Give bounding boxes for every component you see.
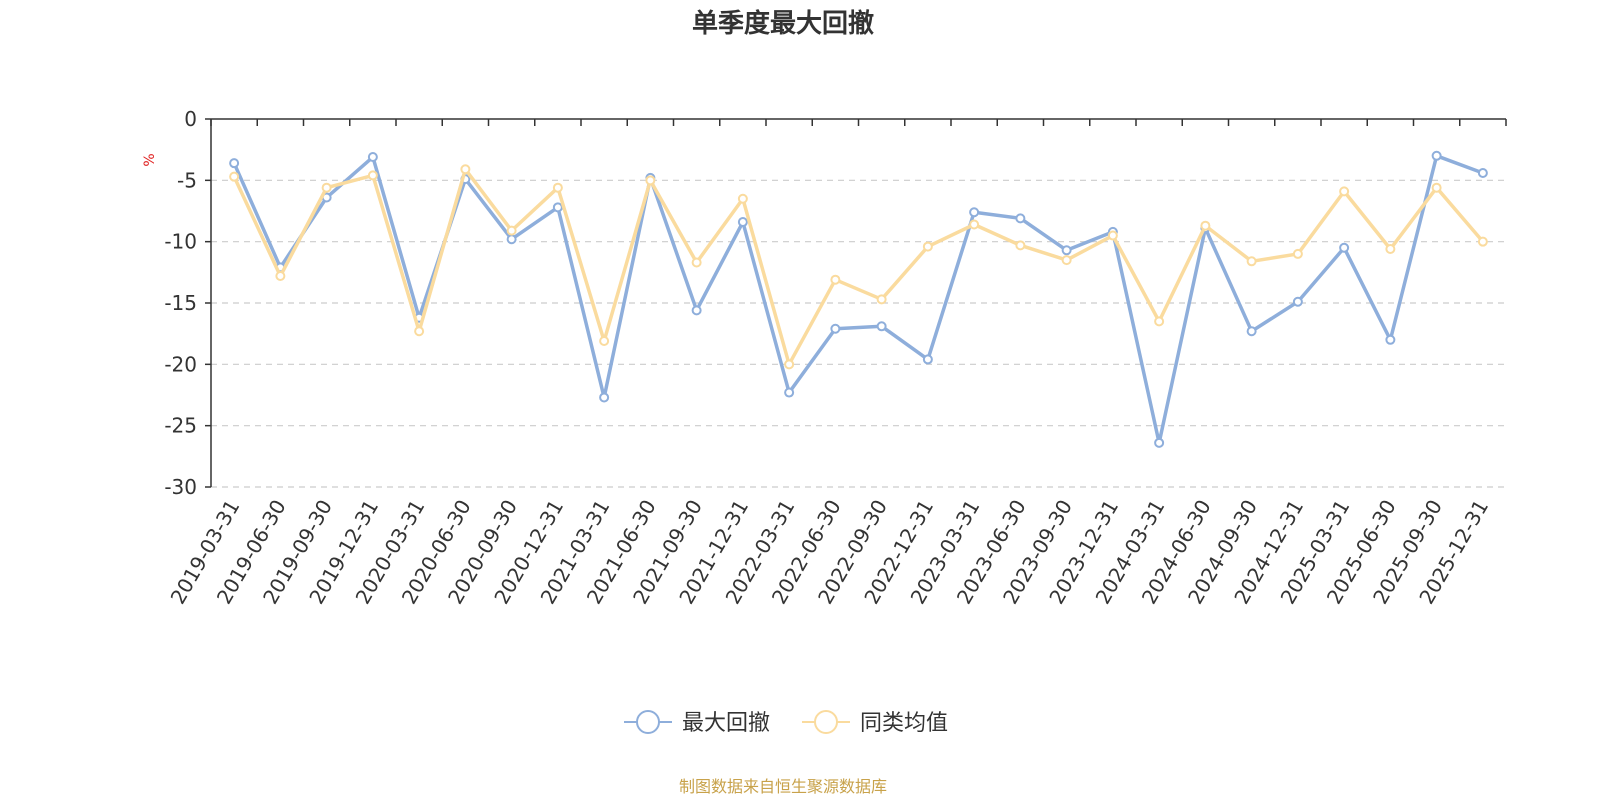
series-lines	[229, 150, 1488, 448]
data-point	[599, 392, 610, 403]
data-point	[1339, 242, 1350, 253]
data-point	[691, 305, 702, 316]
axes	[205, 118, 1507, 488]
data-point	[1431, 150, 1442, 161]
data-point	[552, 202, 563, 213]
data-point	[922, 241, 933, 252]
data-point	[691, 257, 702, 268]
data-point	[1107, 230, 1118, 241]
legend-marker-icon	[636, 710, 660, 734]
data-point	[784, 359, 795, 370]
y-tick-label: -20	[164, 352, 197, 376]
legend-item-1[interactable]: 最大回撤	[624, 710, 770, 736]
data-point	[275, 271, 286, 282]
series-2	[229, 164, 1488, 370]
data-point	[1154, 316, 1165, 327]
data-point	[1015, 213, 1026, 224]
data-point	[876, 321, 887, 332]
data-point	[969, 219, 980, 230]
data-point	[367, 170, 378, 181]
data-point	[1154, 437, 1165, 448]
data-point	[969, 207, 980, 218]
legend-label: 同类均值	[860, 711, 948, 736]
y-tick-label: -30	[164, 475, 197, 499]
data-point	[1061, 255, 1072, 266]
x-tick-labels: 2019-03-312019-06-302019-09-302019-12-31…	[166, 496, 1494, 609]
data-point	[922, 354, 933, 365]
data-point	[599, 336, 610, 347]
grid-lines	[211, 179, 1506, 488]
data-point	[229, 158, 240, 169]
data-point	[367, 152, 378, 163]
data-point	[1292, 248, 1303, 259]
data-point	[737, 217, 748, 228]
y-axis-unit-label: %	[142, 153, 158, 166]
legend-item-2[interactable]: 同类均值	[802, 710, 948, 736]
data-point	[414, 326, 425, 337]
y-tick-label: -10	[164, 230, 197, 254]
y-tick-label: -5	[177, 168, 197, 192]
data-point	[321, 182, 332, 193]
data-point	[1200, 220, 1211, 231]
data-point	[830, 323, 841, 334]
y-tick-label: -25	[164, 414, 197, 438]
data-point	[1292, 296, 1303, 307]
data-point	[460, 164, 471, 175]
data-point	[229, 171, 240, 182]
data-point	[1477, 236, 1488, 247]
data-point	[784, 387, 795, 398]
data-point	[830, 274, 841, 285]
data-point	[1061, 245, 1072, 256]
data-point	[552, 182, 563, 193]
legend[interactable]: 最大回撤 同类均值	[624, 710, 948, 736]
data-point	[1431, 182, 1442, 193]
legend-label: 最大回撤	[682, 711, 770, 736]
data-point	[1385, 334, 1396, 345]
y-tick-label: 0	[184, 107, 197, 131]
data-point	[1015, 240, 1026, 251]
data-point	[645, 175, 656, 186]
y-tick-label: -15	[164, 291, 197, 315]
data-point	[1246, 256, 1257, 267]
legend-marker-icon	[814, 710, 838, 734]
data-point	[1246, 326, 1257, 337]
data-point	[876, 294, 887, 305]
data-point	[1385, 244, 1396, 255]
data-point	[506, 225, 517, 236]
data-source-note: 制图数据来自恒生聚源数据库	[679, 777, 887, 796]
data-point	[1339, 186, 1350, 197]
data-point	[506, 234, 517, 245]
y-tick-labels: 0 -5 -10 -15 -20 -25 -30	[164, 107, 197, 499]
data-point	[1477, 167, 1488, 178]
chart-title: 单季度最大回撤	[692, 8, 874, 39]
data-point	[737, 193, 748, 204]
series-1	[229, 150, 1488, 448]
series-line	[232, 167, 1485, 367]
